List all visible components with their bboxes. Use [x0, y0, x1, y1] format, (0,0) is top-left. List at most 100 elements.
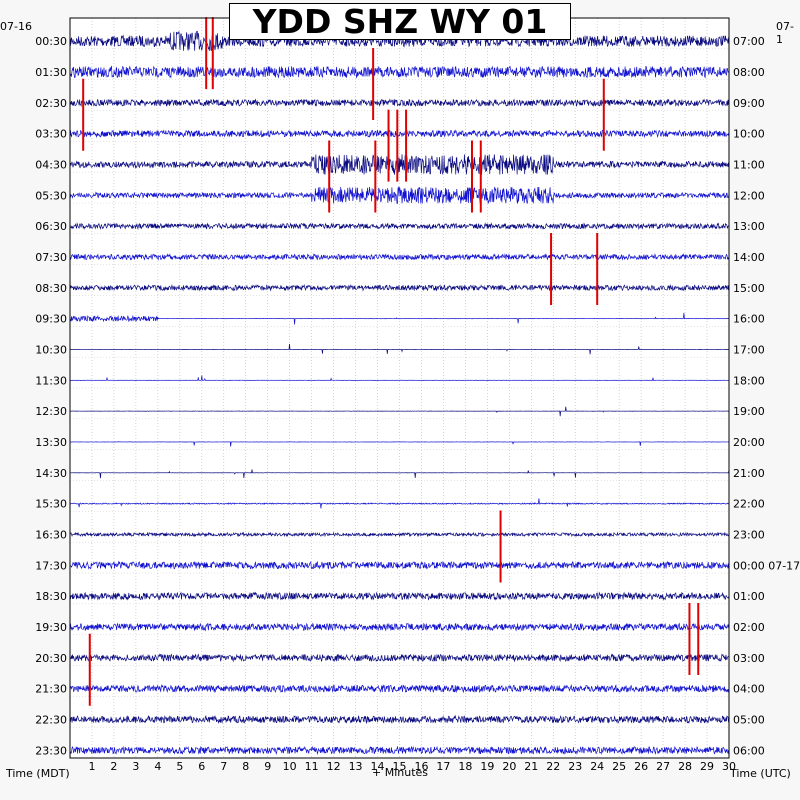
trace-row: [69, 653, 730, 663]
minute-tick-label: 19: [480, 760, 494, 773]
minute-tick-label: 16: [414, 760, 428, 773]
minute-tick-label: 13: [349, 760, 363, 773]
utc-row-label: 02:00: [733, 621, 765, 634]
trace-row: [69, 283, 730, 292]
mdt-row-label: 10:30: [35, 343, 67, 356]
mdt-row-label: 15:30: [35, 498, 67, 511]
trace-row: [69, 684, 730, 694]
utc-row-label: 22:00: [733, 498, 765, 511]
mdt-row-label: 05:30: [35, 189, 67, 202]
x-axis-label: + Minutes: [372, 766, 429, 779]
utc-row-label: 17:00: [733, 343, 765, 356]
minute-tick-label: 5: [176, 760, 183, 773]
utc-row-label: 05:00: [733, 713, 765, 726]
mdt-row-label: 14:30: [35, 467, 67, 480]
minute-tick-label: 14: [371, 760, 385, 773]
utc-row-label: 14:00: [733, 251, 765, 264]
minute-tick-label: 10: [283, 760, 297, 773]
trace-row: [69, 222, 730, 231]
trace-row: [69, 591, 730, 601]
mdt-row-label: 09:30: [35, 313, 67, 326]
trace-row: [69, 154, 730, 175]
mdt-row-label: 02:30: [35, 97, 67, 110]
trace-row: [69, 560, 730, 570]
right-axis-label: Time (UTC): [730, 767, 791, 780]
utc-row-label: 21:00: [733, 467, 765, 480]
minute-tick-label: 11: [305, 760, 319, 773]
left-axis-label: Time (MDT): [6, 767, 70, 780]
minute-tick-label: 24: [590, 760, 604, 773]
minute-tick-label: 15: [393, 760, 407, 773]
mdt-row-label: 18:30: [35, 590, 67, 603]
utc-row-label: 07:00: [733, 35, 765, 48]
mdt-row-label: 00:30: [35, 35, 67, 48]
mdt-row-label: 07:30: [35, 251, 67, 264]
utc-row-label: 23:00: [733, 528, 765, 541]
minute-tick-label: 9: [264, 760, 271, 773]
mdt-row-label: 06:30: [35, 220, 67, 233]
utc-row-label: 15:00: [733, 282, 765, 295]
mdt-row-labels: 00:30 01:30 02:30 03:30 04:30 05:30 06:30 07:30…: [35, 35, 67, 757]
minute-tick-label: 6: [198, 760, 205, 773]
utc-row-label: 16:00: [733, 313, 765, 326]
trace-row: [69, 468, 730, 479]
utc-row-label: 08:00: [733, 66, 765, 79]
minute-tick-label: 27: [656, 760, 670, 773]
mdt-row-label: 20:30: [35, 652, 67, 665]
mdt-row-label: 12:30: [35, 405, 67, 418]
grid: [69, 17, 730, 759]
trace-row: [69, 531, 730, 538]
trace-row: [69, 253, 730, 261]
mdt-row-label: 08:30: [35, 282, 67, 295]
start-date-left: 07-16: [0, 20, 32, 33]
seismic-traces: [69, 30, 730, 756]
trace-row: [69, 498, 730, 509]
clipped-events: [82, 17, 700, 706]
mdt-row-label: 16:30: [35, 528, 67, 541]
mdt-row-label: 04:30: [35, 158, 67, 171]
station-title: YDD SHZ WY 01: [229, 3, 571, 40]
minute-tick-label: 8: [242, 760, 249, 773]
mdt-row-label: 22:30: [35, 713, 67, 726]
minute-tick-label: 28: [678, 760, 692, 773]
utc-row-label: 06:00: [733, 744, 765, 757]
trace-row: [69, 406, 730, 417]
trace-row: [69, 714, 730, 725]
minute-tick-label: 18: [458, 760, 472, 773]
trace-row: [69, 375, 730, 381]
mdt-row-label: 17:30: [35, 559, 67, 572]
minute-tick-label: 22: [546, 760, 560, 773]
utc-row-label: 04:00: [733, 683, 765, 696]
utc-row-label: 00:00 07-17: [733, 559, 800, 572]
utc-row-label: 09:00: [733, 97, 765, 110]
minute-tick-label: 21: [524, 760, 538, 773]
minute-tick-label: 2: [110, 760, 117, 773]
minute-tick-label: 4: [154, 760, 161, 773]
minute-ticks: 1 2 3 4 5 6 7 8 9 10 11 12 13 14 15 16 17 18 19 20 21 22 23 24 2…: [88, 760, 736, 773]
utc-row-label: 03:00: [733, 652, 765, 665]
utc-row-labels: 07:00 08:00 09:00 10:00 11:00 12:00 13:00 14:00…: [733, 35, 800, 757]
trace-row: [69, 312, 730, 325]
utc-row-label: 18:00: [733, 374, 765, 387]
mdt-row-label: 03:30: [35, 128, 67, 141]
utc-row-label: 12:00: [733, 189, 765, 202]
minute-tick-label: 25: [612, 760, 626, 773]
minute-tick-label: 3: [132, 760, 139, 773]
trace-row: [69, 344, 730, 355]
minute-tick-label: 12: [327, 760, 341, 773]
trace-row: [69, 622, 730, 632]
utc-row-label: 13:00: [733, 220, 765, 233]
start-date-right: 07-1: [776, 20, 794, 46]
minute-tick-label: 29: [700, 760, 714, 773]
minute-tick-label: 30: [722, 760, 736, 773]
minute-tick-label: 26: [634, 760, 648, 773]
mdt-row-label: 19:30: [35, 621, 67, 634]
mdt-row-label: 23:30: [35, 744, 67, 757]
utc-row-label: 01:00: [733, 590, 765, 603]
utc-row-label: 10:00: [733, 128, 765, 141]
mdt-row-label: 21:30: [35, 683, 67, 696]
trace-row: [69, 186, 730, 204]
trace-row: [69, 98, 730, 108]
mdt-row-label: 01:30: [35, 66, 67, 79]
